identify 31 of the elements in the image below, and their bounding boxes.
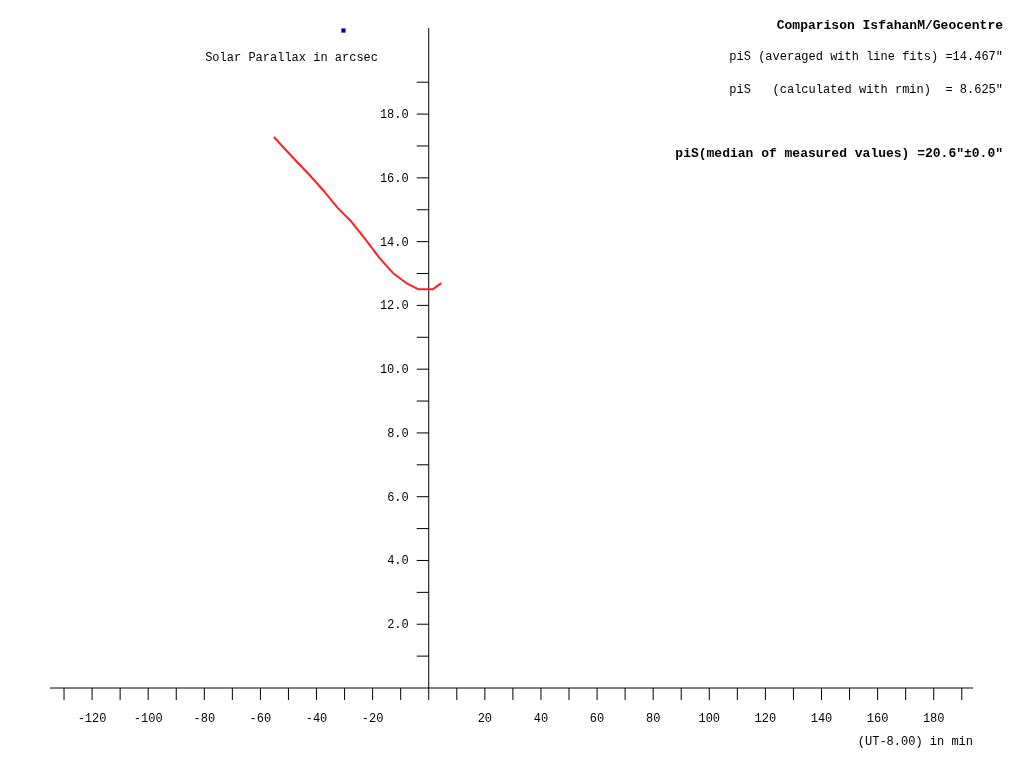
y-tick-label: 16.0 (379, 171, 409, 186)
x-tick-label: 40 (533, 712, 549, 726)
line-series (272, 136, 443, 291)
y-tick-label: 14.0 (379, 235, 409, 250)
x-tick-label: -40 (305, 712, 328, 726)
x-tick-label: 140 (810, 712, 833, 726)
y-axis-title: Solar Parallax in arcsec (205, 51, 378, 65)
x-tick-label: 120 (754, 712, 777, 726)
x-tick-label: 100 (698, 712, 721, 726)
annotation: piS(median of measured values) =20.6"±0.0" (675, 146, 1003, 161)
chart-title: Comparison IsfahanM/Geocentre (776, 18, 1004, 33)
x-tick-label: -100 (133, 712, 163, 726)
x-tick-label: -20 (361, 712, 384, 726)
y-tick-label: 10.0 (379, 363, 409, 378)
y-tick-label: 6.0 (387, 490, 409, 505)
x-tick-label: 80 (645, 712, 661, 726)
x-tick-label: -120 (77, 712, 107, 726)
x-axis-title: (UT-8.00) in min (857, 735, 973, 749)
x-tick-label: 180 (922, 712, 945, 726)
y-tick-label: 12.0 (379, 299, 409, 314)
y-tick-label: 8.0 (387, 426, 409, 441)
y-tick-label: 2.0 (387, 618, 409, 633)
x-tick-label: 20 (477, 712, 493, 726)
y-tick-label: 18.0 (379, 108, 409, 123)
x-tick-label: -80 (193, 712, 216, 726)
annotation: piS (averaged with line fits) =14.467" (729, 50, 1003, 64)
x-tick-label: 60 (589, 712, 605, 726)
annotation: piS (calculated with rmin) = 8.625" (729, 83, 1003, 97)
x-tick-label: 160 (866, 712, 889, 726)
x-tick-label: -60 (249, 712, 272, 726)
y-tick-label: 4.0 (387, 554, 409, 569)
